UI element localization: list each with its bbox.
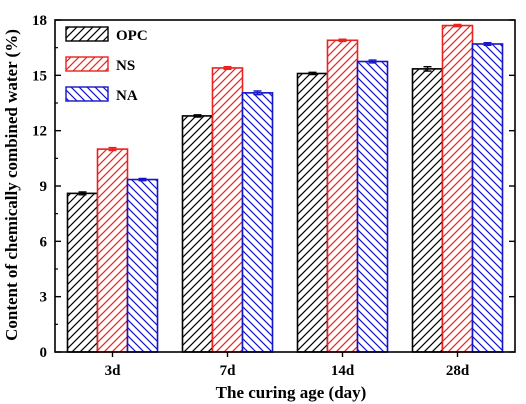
legend-label-opc: OPC <box>116 28 148 44</box>
bar-na-3d <box>126 178 159 353</box>
x-tick-label: 7d <box>220 363 237 379</box>
legend-label-ns: NS <box>116 58 135 74</box>
error-bar-ns-3d <box>108 146 117 152</box>
y-tick-label: 0 <box>40 345 48 361</box>
error-bar-na-7d <box>253 90 262 96</box>
error-bar-na-3d <box>138 177 147 182</box>
legend-swatch-ns <box>65 56 109 72</box>
legend-label-na: NA <box>116 88 138 104</box>
y-axis-title: Content of chemically combined water (%) <box>2 29 21 341</box>
error-bar-na-28d <box>483 41 492 46</box>
x-tick-label: 28d <box>446 363 470 379</box>
bar-opc-14d <box>296 72 329 353</box>
bar-ns-3d <box>96 148 129 353</box>
y-axis: 0 3 6 9 12 15 18 <box>32 13 515 361</box>
bar-opc-3d <box>66 192 99 353</box>
legend: OPC NS NA <box>65 26 148 104</box>
bar-opc-7d <box>181 115 214 353</box>
legend-swatch-opc <box>65 26 109 42</box>
x-axis: 3d 7d 14d 28d <box>105 352 470 379</box>
legend-swatch-na <box>65 86 109 102</box>
x-axis-title: The curing age (day) <box>216 383 367 402</box>
bar-na-28d <box>471 43 504 353</box>
error-bar-ns-28d <box>453 23 462 28</box>
y-tick-label: 18 <box>32 13 47 29</box>
error-bar-opc-14d <box>308 71 317 76</box>
y-tick-label: 6 <box>40 234 48 250</box>
x-tick-label: 3d <box>105 363 122 379</box>
x-tick-label: 14d <box>331 363 355 379</box>
error-bar-ns-14d <box>338 38 347 43</box>
bar-ns-7d <box>211 67 244 353</box>
y-tick-label: 3 <box>40 290 48 306</box>
bars-layer <box>66 24 504 353</box>
bar-na-7d <box>241 92 274 353</box>
error-bar-opc-3d <box>78 191 87 196</box>
y-tick-label: 15 <box>32 68 47 84</box>
error-bar-ns-7d <box>223 65 232 70</box>
error-bar-opc-7d <box>193 114 202 118</box>
bar-opc-28d <box>411 68 444 353</box>
bar-na-14d <box>356 60 389 353</box>
error-bar-opc-28d <box>423 65 432 72</box>
error-bars-layer <box>78 23 492 196</box>
bar-ns-14d <box>326 39 359 353</box>
y-tick-label: 9 <box>40 179 48 195</box>
y-tick-label: 12 <box>32 124 47 140</box>
bar-ns-28d <box>441 24 474 353</box>
error-bar-na-14d <box>368 59 377 64</box>
